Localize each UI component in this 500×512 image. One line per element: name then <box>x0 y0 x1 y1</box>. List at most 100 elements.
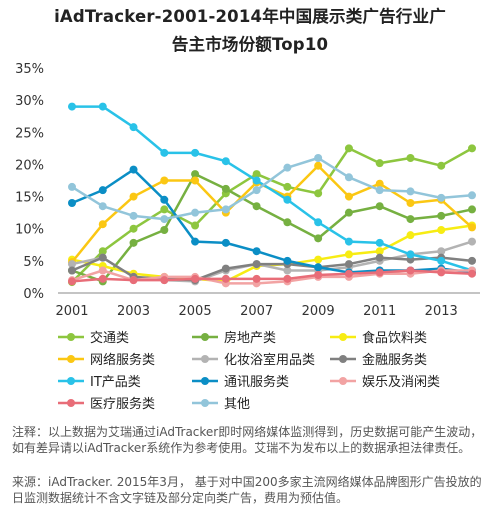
data-point <box>344 192 353 201</box>
series-line <box>72 105 473 272</box>
footnote-source: 来源：iAdTracker. 2015年3月， 基于对中国200多家主流网络媒体… <box>12 475 482 505</box>
data-point <box>252 170 261 179</box>
data-point <box>314 263 323 272</box>
data-point <box>129 165 138 174</box>
data-point <box>314 255 323 264</box>
chart-title-line1: iAdTracker-2001-2014年中国展示类广告行业广 <box>54 7 446 26</box>
data-point <box>437 161 446 170</box>
data-point <box>406 250 415 259</box>
data-point <box>468 237 476 246</box>
data-point <box>129 192 138 201</box>
data-point <box>98 247 107 256</box>
data-point <box>191 221 200 230</box>
x-tick-label: 2011 <box>363 304 396 319</box>
data-point <box>160 276 169 285</box>
data-point <box>160 195 169 204</box>
data-point <box>344 208 353 217</box>
data-point <box>221 274 230 283</box>
data-point <box>68 266 76 275</box>
y-tick-label: 15% <box>15 191 44 206</box>
data-point <box>468 191 476 200</box>
legend-label: IT产品类 <box>90 375 141 390</box>
data-point <box>221 157 230 166</box>
data-point <box>98 202 107 211</box>
legend-label: 金融服务类 <box>362 352 427 368</box>
data-point <box>68 182 76 191</box>
data-point <box>375 202 384 211</box>
legend-swatch-marker <box>67 333 75 341</box>
data-point <box>437 256 446 265</box>
data-point <box>68 277 76 286</box>
legend-swatch-marker <box>67 377 75 385</box>
x-tick-label: 2009 <box>302 304 335 319</box>
x-tick-label: 2007 <box>240 304 273 319</box>
data-point <box>283 163 292 172</box>
data-point <box>129 123 138 132</box>
data-point <box>129 211 138 220</box>
y-tick-label: 30% <box>15 94 44 109</box>
footnote-disclaimer: 注释：以上数据为艾瑞通过iAdTracker即时网络媒体监测得到，历史数据可能产… <box>12 425 483 455</box>
x-tick-label: 2005 <box>179 304 212 319</box>
data-point <box>252 176 261 185</box>
data-point <box>406 199 415 207</box>
y-tick-label: 10% <box>15 223 44 238</box>
data-point <box>437 247 446 256</box>
data-point <box>129 224 138 233</box>
data-point <box>160 215 169 224</box>
legend-swatch-marker <box>67 399 75 407</box>
legend-label: 化妆浴室用品类 <box>224 352 315 368</box>
data-point <box>283 274 292 283</box>
data-point <box>160 226 169 234</box>
data-point <box>468 256 476 265</box>
series-line <box>71 269 473 283</box>
legend-label: 其他 <box>224 397 250 412</box>
legend-swatch-marker <box>201 333 209 341</box>
data-point <box>314 234 323 243</box>
series-line <box>71 172 473 283</box>
data-point <box>98 102 107 111</box>
legend-label: 通讯服务类 <box>224 374 289 390</box>
legend-swatch-marker <box>339 377 347 385</box>
data-point <box>314 189 323 198</box>
data-point <box>221 205 230 214</box>
data-point <box>191 237 200 246</box>
data-point <box>191 274 200 283</box>
legend-swatch-marker <box>339 333 347 341</box>
data-point <box>98 220 107 229</box>
data-point <box>344 173 353 182</box>
data-point <box>344 269 353 278</box>
data-point <box>468 223 476 232</box>
data-point <box>252 186 261 195</box>
y-tick-label: 25% <box>15 126 44 141</box>
data-point <box>344 250 353 259</box>
data-point <box>221 184 230 193</box>
data-point <box>252 202 261 211</box>
data-point <box>344 144 353 153</box>
data-point <box>375 238 384 247</box>
data-point <box>344 237 353 246</box>
legend-label: 娱乐及消闲类 <box>362 375 440 390</box>
data-point <box>437 193 446 202</box>
data-point <box>375 179 384 188</box>
line-chart: 0% 5% 10% 15% 20% 25% 30% 35% 2001 2003 2005 2007 20… <box>15 62 480 412</box>
data-point <box>283 256 292 265</box>
y-tick-label: 20% <box>15 158 44 173</box>
data-point <box>191 208 200 217</box>
legend-label: 食品饮料类 <box>362 330 427 346</box>
legend-label: 房地产类 <box>224 330 276 346</box>
data-point <box>314 271 323 279</box>
series-line <box>71 147 473 283</box>
chart-title-line2: 告主市场份额Top10 <box>171 35 329 54</box>
legend-label: 网络服务类 <box>90 352 155 368</box>
data-point <box>68 102 76 111</box>
legend-swatch-marker <box>339 355 347 363</box>
data-point <box>98 266 107 275</box>
data-point <box>283 195 292 204</box>
legend-swatch-marker <box>67 355 75 363</box>
data-point <box>437 211 446 220</box>
data-point <box>468 144 476 153</box>
data-point <box>406 187 415 196</box>
data-point <box>437 226 446 234</box>
data-point <box>437 268 446 277</box>
data-point <box>252 260 261 269</box>
